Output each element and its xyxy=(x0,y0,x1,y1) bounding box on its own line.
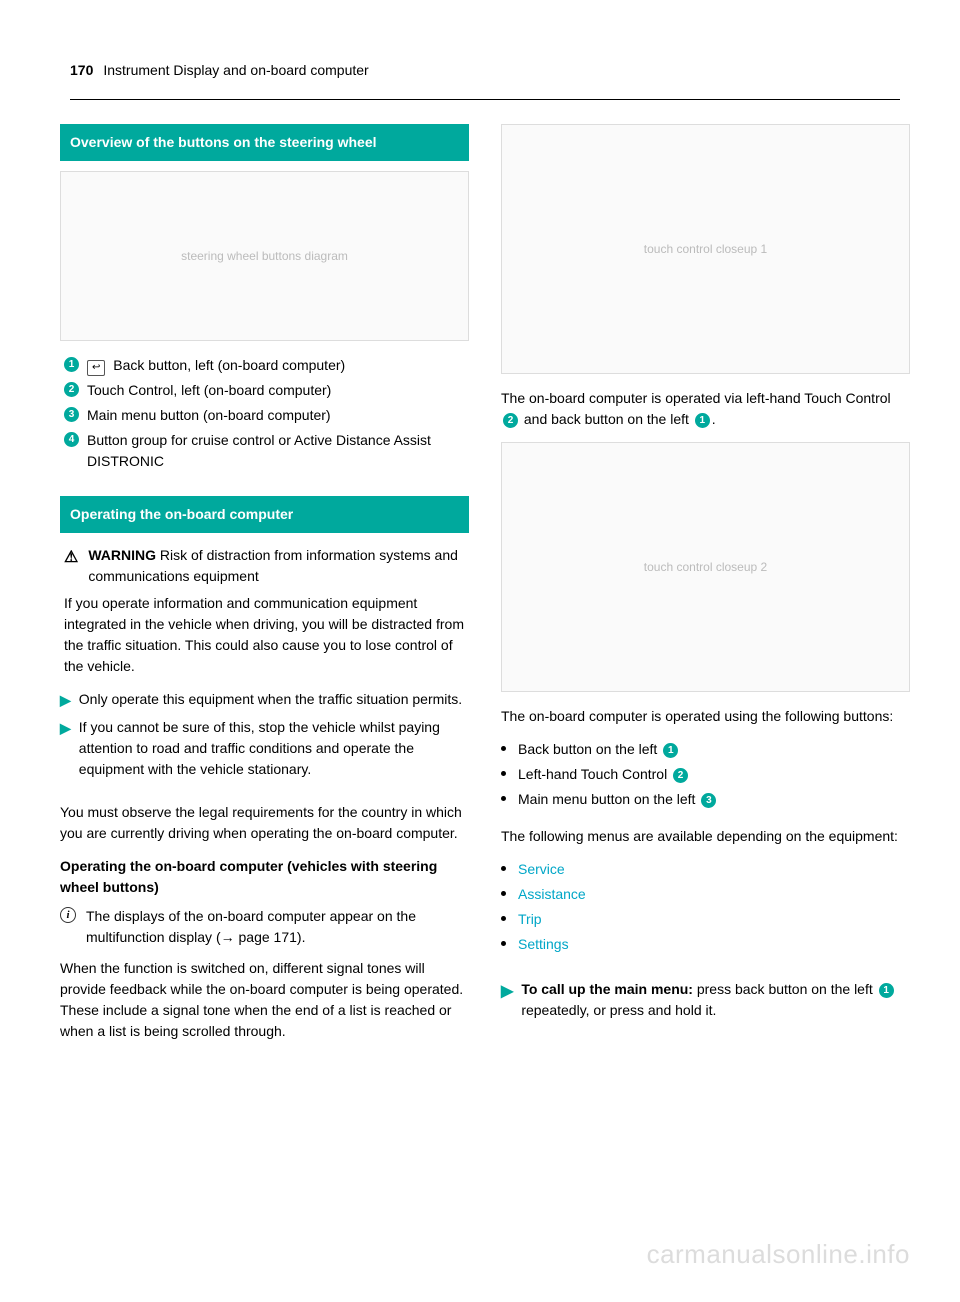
left-column: Overview of the buttons on the steering … xyxy=(60,124,469,1262)
menu-link-trip: Trip xyxy=(518,909,542,930)
page-header: 170 Instrument Display and on-board comp… xyxy=(60,60,910,81)
subheading: Operating the on-board computer (vehicle… xyxy=(60,856,469,898)
arrow-icon: ▶ xyxy=(60,718,71,739)
operation-paragraph-2: The on-board computer is operated using … xyxy=(501,706,910,727)
button-list-item: Left-hand Touch Control 2 xyxy=(501,764,910,785)
warning-actions: ▶ Only operate this equipment when the t… xyxy=(60,689,469,780)
bullet-icon xyxy=(501,866,506,871)
callout-number-icon: 3 xyxy=(701,793,716,808)
page-root: 170 Instrument Display and on-board comp… xyxy=(0,0,960,1302)
info-note: i The displays of the on-board computer … xyxy=(60,906,469,948)
callout-text: Touch Control, left (on-board computer) xyxy=(87,380,331,401)
bullet-icon xyxy=(501,746,506,751)
bullet-icon xyxy=(501,891,506,896)
warning-action-item: ▶ If you cannot be sure of this, stop th… xyxy=(60,717,469,780)
header-rule xyxy=(70,99,900,100)
menu-list-item: Trip xyxy=(501,909,910,930)
callout-number-icon: 2 xyxy=(64,382,79,397)
callout-item-4: 4 Button group for cruise control or Act… xyxy=(60,430,469,472)
bullet-icon xyxy=(501,796,506,801)
arrow-icon: ▶ xyxy=(60,690,71,711)
back-button-icon: ↩ xyxy=(87,360,105,376)
callout-number-icon: 1 xyxy=(663,743,678,758)
callout-number-icon: 3 xyxy=(64,407,79,422)
steering-wheel-diagram: steering wheel buttons diagram xyxy=(60,171,469,341)
operation-paragraph-1: The on-board computer is operated via le… xyxy=(501,388,910,430)
content-columns: Overview of the buttons on the steering … xyxy=(60,124,910,1262)
diagram-alt: touch control closeup 2 xyxy=(644,558,767,576)
arrow-icon: ▶ xyxy=(501,980,513,1004)
menu-link-settings: Settings xyxy=(518,934,569,955)
action-item: ▶ To call up the main menu: press back b… xyxy=(501,979,910,1021)
warning-body: If you operate information and communica… xyxy=(60,593,469,677)
section-heading-operating: Operating the on-board computer xyxy=(60,496,469,533)
bullet-icon xyxy=(501,941,506,946)
warning-title: WARNING Risk of distraction from informa… xyxy=(88,545,469,587)
callout-number-icon: 1 xyxy=(695,413,710,428)
touch-control-diagram-2: touch control closeup 2 xyxy=(501,442,910,692)
callout-list: 1 ↩ Back button, left (on-board computer… xyxy=(60,355,469,476)
diagram-alt: steering wheel buttons diagram xyxy=(181,247,348,265)
right-column: touch control closeup 1 The on-board com… xyxy=(501,124,910,1262)
button-list-item: Back button on the left 1 xyxy=(501,739,910,760)
warning-action-item: ▶ Only operate this equipment when the t… xyxy=(60,689,469,711)
page-number: 170 xyxy=(70,60,93,81)
callout-text: Button group for cruise control or Activ… xyxy=(87,430,469,472)
warning-box: ⚠ WARNING Risk of distraction from infor… xyxy=(60,543,469,790)
callout-number-icon: 4 xyxy=(64,432,79,447)
menu-list: Service Assistance Trip Settings xyxy=(501,859,910,959)
touch-control-diagram-1: touch control closeup 1 xyxy=(501,124,910,374)
callout-text: ↩ Back button, left (on-board computer) xyxy=(87,355,345,376)
legal-paragraph: You must observe the legal requirements … xyxy=(60,802,469,844)
warning-icon: ⚠ xyxy=(64,546,78,570)
bullet-icon xyxy=(501,916,506,921)
menu-list-item: Settings xyxy=(501,934,910,955)
callout-text: Main menu button (on-board computer) xyxy=(87,405,331,426)
menu-link-service: Service xyxy=(518,859,565,880)
info-icon: i xyxy=(60,907,76,923)
warning-head: ⚠ WARNING Risk of distraction from infor… xyxy=(60,543,469,593)
callout-number-icon: 1 xyxy=(879,983,894,998)
menu-link-assistance: Assistance xyxy=(518,884,586,905)
callout-item-3: 3 Main menu button (on-board computer) xyxy=(60,405,469,426)
bullet-icon xyxy=(501,771,506,776)
action-list: ▶ To call up the main menu: press back b… xyxy=(501,979,910,1027)
callout-number-icon: 2 xyxy=(673,768,688,783)
callout-number-icon: 2 xyxy=(503,413,518,428)
button-list-item: Main menu button on the left 3 xyxy=(501,789,910,810)
diagram-alt: touch control closeup 1 xyxy=(644,240,767,258)
section-heading-overview: Overview of the buttons on the steering … xyxy=(60,124,469,161)
menu-list-item: Assistance xyxy=(501,884,910,905)
signal-paragraph: When the function is switched on, differ… xyxy=(60,958,469,1042)
button-list: Back button on the left 1 Left-hand Touc… xyxy=(501,739,910,814)
callout-item-1: 1 ↩ Back button, left (on-board computer… xyxy=(60,355,469,376)
callout-item-2: 2 Touch Control, left (on-board computer… xyxy=(60,380,469,401)
info-text: The displays of the on-board computer ap… xyxy=(86,906,469,948)
callout-number-icon: 1 xyxy=(64,357,79,372)
header-title: Instrument Display and on-board computer xyxy=(103,60,368,81)
menu-list-item: Service xyxy=(501,859,910,880)
menus-intro: The following menus are available depend… xyxy=(501,826,910,847)
